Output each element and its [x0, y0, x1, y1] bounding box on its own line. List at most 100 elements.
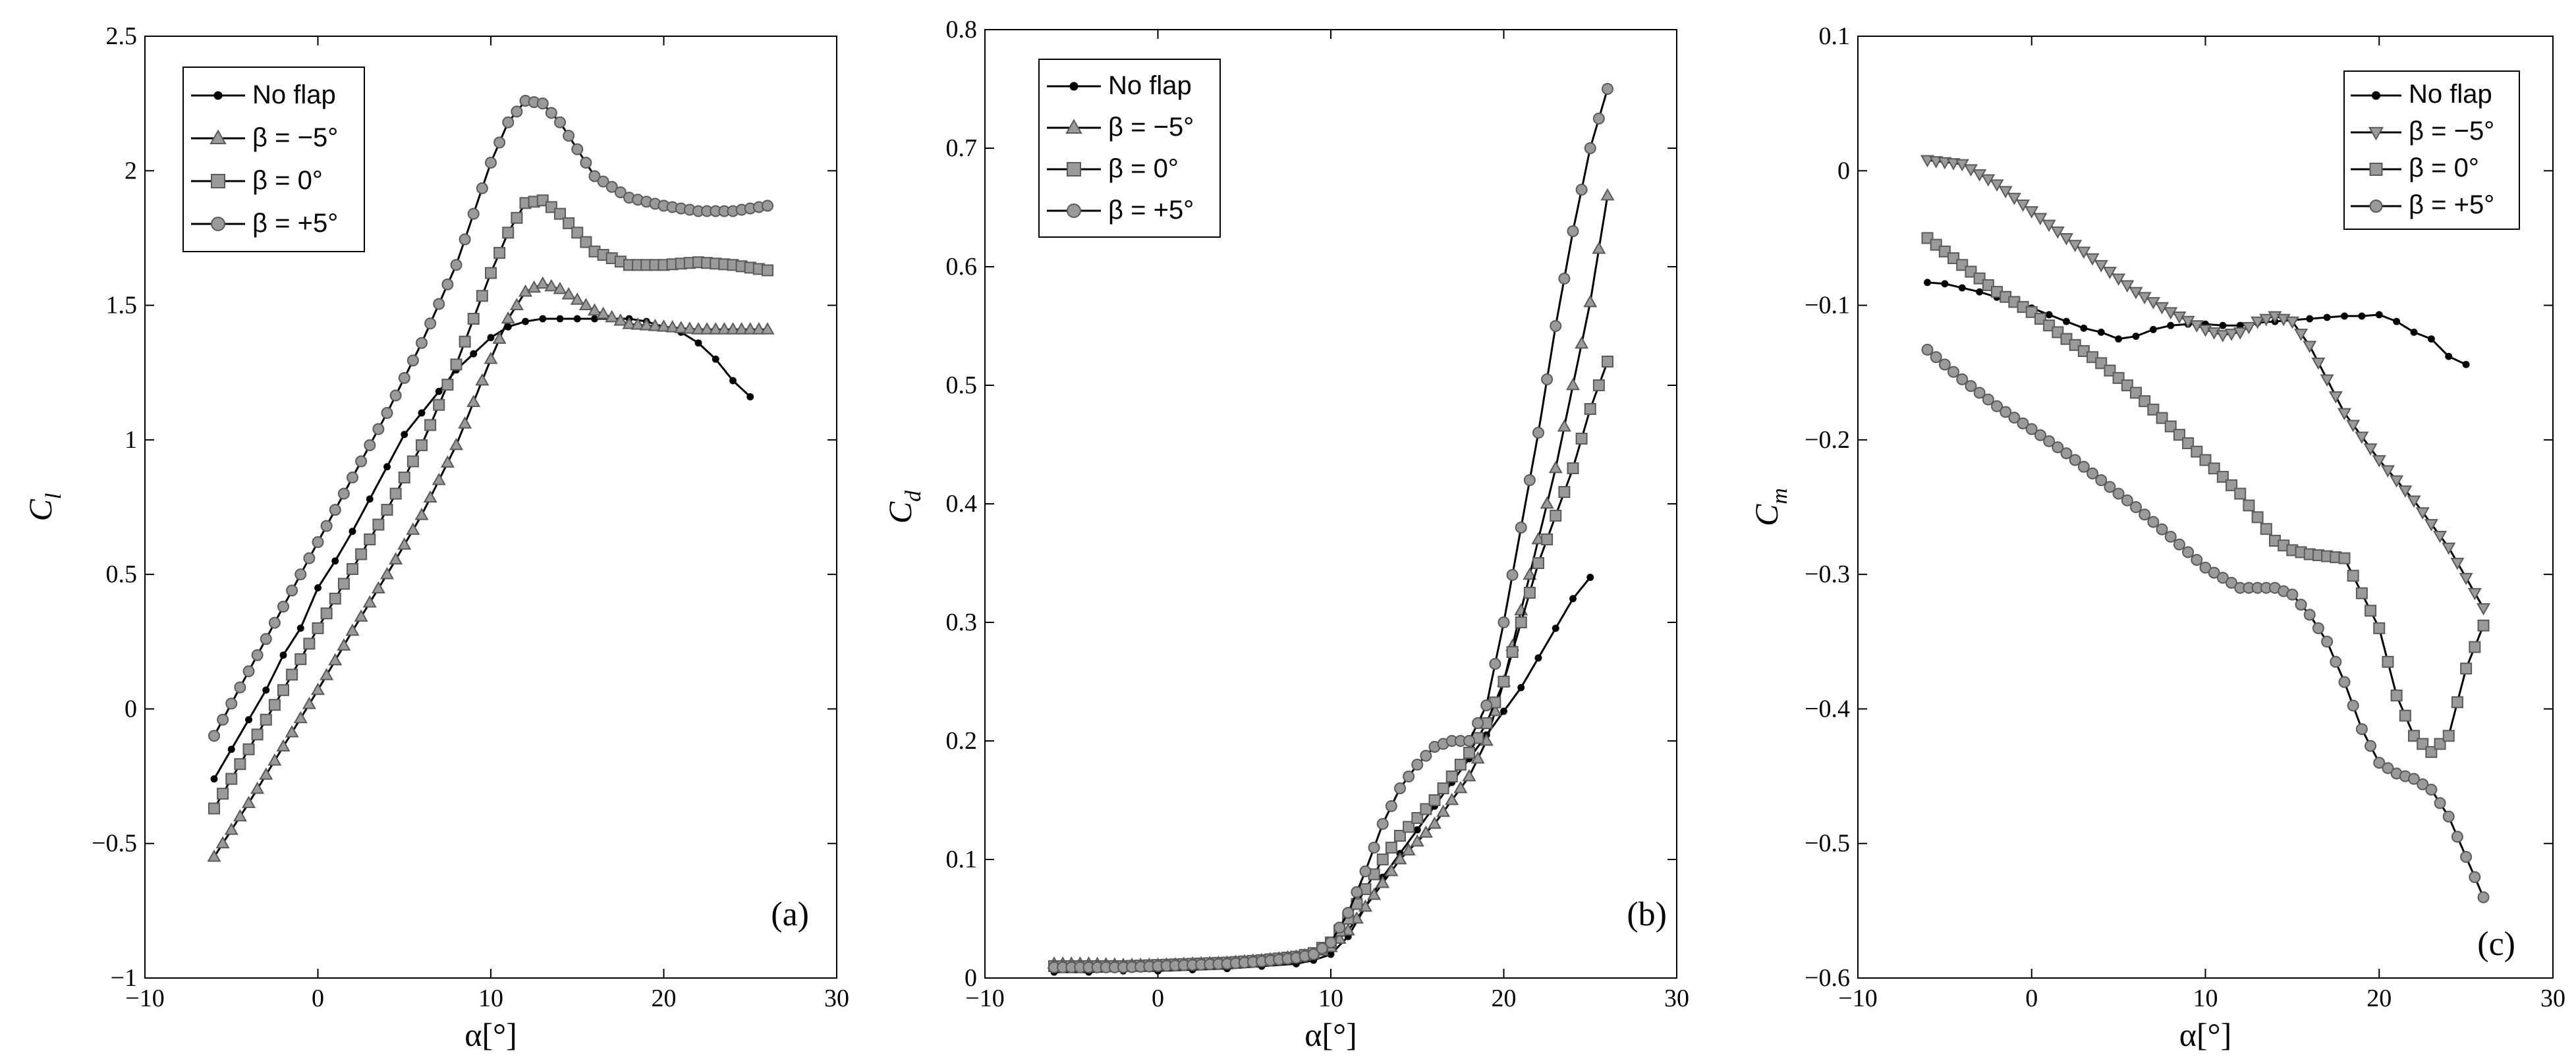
data-point-triangle-down — [2311, 357, 2326, 370]
data-point-square — [1921, 232, 1934, 244]
data-point-dot — [2306, 315, 2314, 323]
data-point-dot — [1552, 624, 1559, 632]
data-point-triangle-down — [2368, 126, 2384, 141]
series-line — [1054, 195, 1609, 966]
y-tick-label: 0.4 — [946, 490, 978, 518]
x-tick-label: −10 — [125, 985, 164, 1012]
x-tick-label: 10 — [1318, 985, 1343, 1012]
data-point-triangle-up — [328, 653, 343, 666]
data-point-square — [2208, 462, 2220, 475]
data-point-dot — [2167, 321, 2175, 329]
x-tick-label: 20 — [2366, 985, 2392, 1012]
data-point-square — [1575, 433, 1588, 445]
data-point-square — [1567, 462, 1579, 474]
data-point-triangle-up — [207, 849, 221, 862]
data-point-triangle-up — [449, 437, 464, 450]
y-ticks-c: −0.6 −0.5 −0.4 −0.3 −0.2 −0.1 0 0.1 — [1805, 22, 1850, 992]
y-tick-label: 0.6 — [946, 253, 978, 281]
data-point-triangle-down — [2450, 557, 2465, 570]
data-point-triangle-up — [233, 809, 247, 822]
data-point-square — [2390, 690, 2403, 701]
data-point-circle — [2130, 501, 2142, 513]
data-point-triangle-up — [1523, 567, 1537, 580]
data-point-circle — [1982, 393, 1994, 406]
data-point-dot — [2323, 313, 2331, 321]
data-point-dot — [1924, 279, 1931, 286]
data-point-dot — [712, 355, 719, 363]
data-point-square — [2373, 622, 2386, 634]
data-point-triangle-down — [2328, 391, 2343, 404]
data-point-circle — [1541, 373, 1554, 385]
data-point-circle — [2286, 588, 2299, 601]
data-point-dot — [262, 686, 270, 694]
data-point-dot — [2410, 328, 2418, 336]
data-point-circle — [2442, 810, 2455, 823]
data-point-triangle-down — [2007, 192, 2021, 205]
data-point-circle — [1592, 113, 1605, 124]
data-point-triangle-down — [2337, 408, 2352, 421]
y-tick-label: −0.2 — [1805, 426, 1850, 454]
data-point-circle — [242, 665, 255, 678]
data-point-circle — [605, 180, 618, 193]
y-tick-label: 0 — [1837, 157, 1850, 184]
data-point-circle — [2173, 538, 2185, 551]
data-point-triangle-up — [397, 537, 412, 550]
data-point-circle — [303, 552, 316, 564]
data-point-triangle-up — [691, 322, 706, 335]
data-point-square — [1602, 356, 1613, 367]
data-point-square — [406, 455, 419, 468]
legend-label: β = 0° — [252, 166, 323, 195]
data-point-triangle-up — [458, 416, 472, 429]
series-circle — [1921, 343, 2490, 904]
data-point-square — [1956, 259, 1969, 271]
data-point-circle — [225, 697, 238, 710]
data-point-triangle-up — [570, 292, 584, 305]
data-point-circle — [2121, 494, 2133, 506]
data-point-triangle-down — [2285, 316, 2299, 329]
data-point-dot — [487, 334, 495, 342]
data-point-circle — [337, 487, 350, 500]
data-point-square — [1437, 782, 1449, 794]
data-point-triangle-down — [2372, 455, 2386, 468]
data-point-circle — [2060, 447, 2073, 460]
data-point-square — [493, 246, 506, 259]
data-point-dot — [573, 315, 581, 323]
data-point-triangle-up — [354, 609, 368, 622]
data-point-dot — [401, 431, 408, 439]
data-point-circle — [1403, 771, 1415, 782]
y-tick-label: 0.8 — [946, 16, 978, 43]
data-point-square — [1550, 510, 1562, 522]
data-point-square — [502, 227, 515, 239]
data-point-triangle-down — [2355, 431, 2369, 444]
series-line — [1926, 348, 2484, 898]
data-point-circle — [1550, 320, 1562, 332]
data-point-square — [2260, 523, 2272, 535]
data-point-triangle-up — [1540, 496, 1554, 509]
x-tick-label: 0 — [312, 985, 324, 1012]
data-point-dot — [296, 624, 304, 632]
data-point-circle — [2208, 566, 2220, 579]
panel-a: −10 0 10 20 30 −1 −0.5 0 0.5 1 1.5 2 2.5… — [22, 22, 849, 1053]
x-ticks-a: −10 0 10 20 30 — [125, 985, 849, 1012]
data-point-square — [450, 358, 462, 371]
data-point-square — [554, 207, 566, 220]
data-point-square — [211, 174, 225, 188]
data-point-circle — [1558, 273, 1571, 285]
data-point-dot — [1958, 284, 1966, 292]
data-point-circle — [2086, 467, 2099, 479]
y-axis-label-main: C — [882, 501, 918, 524]
data-point-circle — [208, 730, 220, 742]
data-point-triangle-down — [2120, 280, 2135, 293]
data-point-triangle-up — [1462, 769, 1476, 782]
data-point-circle — [2069, 454, 2081, 466]
y-tick-label: −0.3 — [1805, 560, 1850, 588]
data-point-dot — [1069, 82, 1078, 91]
legend-label: β = −5° — [1108, 113, 1194, 142]
series-triangle-down — [1920, 155, 2491, 616]
data-point-square — [2034, 313, 2046, 325]
data-point-dot — [1534, 654, 1542, 662]
data-point-circle — [1463, 735, 1475, 747]
data-point-triangle-up — [337, 638, 351, 651]
data-point-circle — [260, 633, 272, 645]
data-point-triangle-up — [613, 313, 628, 326]
